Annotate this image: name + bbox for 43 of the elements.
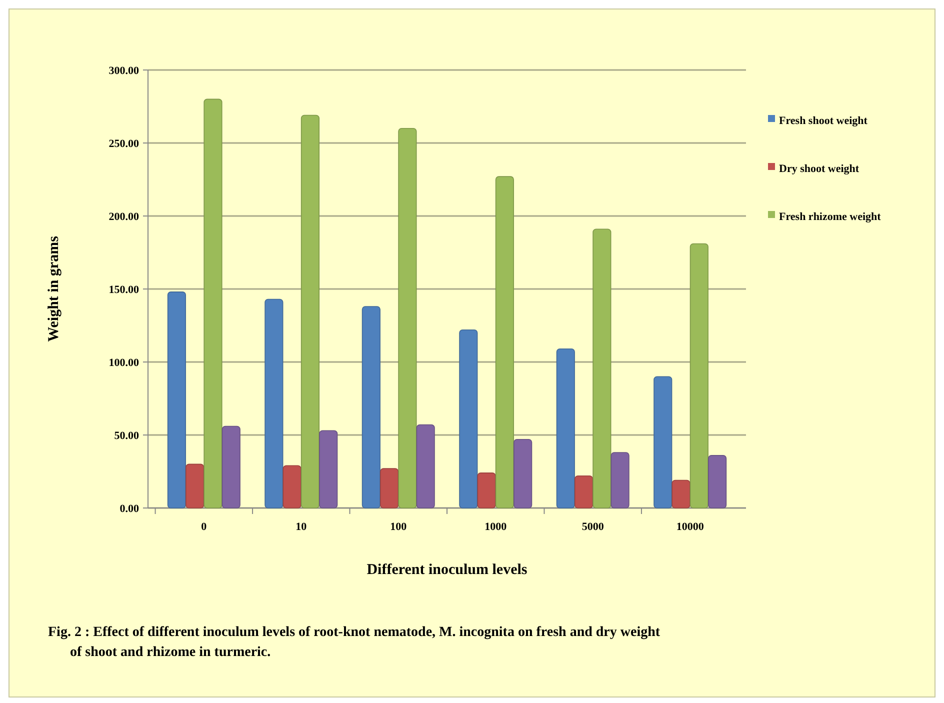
x-axis-title: Different inoculum levels: [366, 562, 528, 578]
x-tick-label: 5000: [582, 521, 604, 533]
bar: [459, 329, 478, 508]
bar: [514, 438, 532, 508]
x-tick-label: 10: [296, 521, 308, 533]
legend-label: Fresh rhizome weight: [779, 210, 882, 223]
bar: [222, 426, 240, 508]
y-tick-label: 250.00: [108, 138, 140, 150]
y-tick-label: 300.00: [108, 64, 140, 77]
x-tick-label: 10000: [676, 521, 704, 533]
y-tick-label: 50.00: [114, 430, 140, 442]
bar: [186, 464, 204, 508]
y-tick-label: 200.00: [108, 210, 140, 223]
bar: [495, 176, 514, 508]
y-axis-title: Weight in grams: [46, 236, 62, 342]
bar: [672, 480, 690, 508]
x-tick-label: 0: [201, 521, 208, 533]
bar: [204, 98, 222, 508]
bar: [300, 114, 320, 508]
bar: [574, 475, 594, 508]
bar: [416, 424, 435, 508]
bar: [282, 465, 302, 508]
bar: [690, 243, 708, 508]
legend-label: Fresh shoot weight: [779, 114, 868, 127]
bar: [610, 452, 630, 508]
bar: [556, 348, 575, 508]
bar: [708, 455, 727, 508]
bar: [477, 472, 496, 508]
bar: [398, 128, 417, 508]
text: Fig. 2 : Effect of different inoculum levels of root-knot nematode, M. incognita on fresh and dry weight of shoot and rhizome in turmeric.: [48, 625, 660, 660]
x-tick-label: 100: [390, 521, 408, 533]
bar: [380, 468, 399, 508]
bar: [362, 306, 380, 508]
legend-label: Dry shoot weight: [779, 162, 860, 175]
bar: [319, 430, 338, 508]
bar: [167, 292, 186, 508]
bar: [592, 228, 612, 508]
bar: [654, 376, 672, 508]
x-tick-label: 1000: [484, 521, 508, 533]
y-tick-label: 100.00: [108, 356, 140, 369]
y-tick-label: 0.00: [120, 502, 140, 515]
bar: [264, 298, 284, 508]
y-tick-label: 150.00: [108, 284, 140, 296]
